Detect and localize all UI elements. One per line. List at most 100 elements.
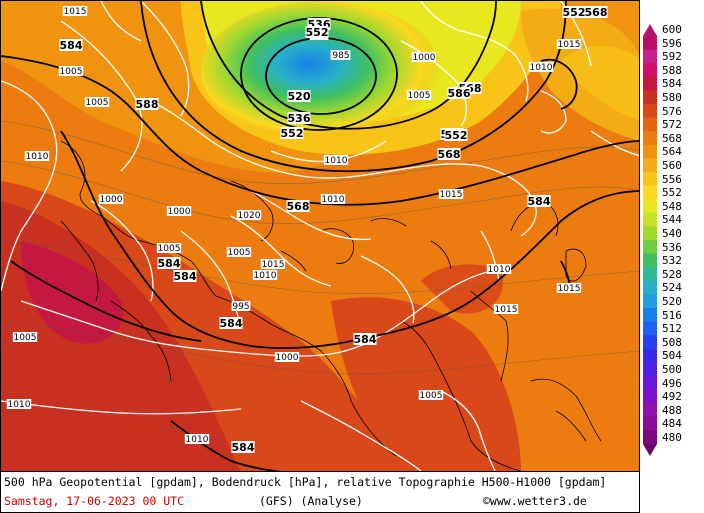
map-caption: 500 hPa Geopotential [gpdam], Bodendruck… bbox=[0, 472, 640, 513]
geopotential-label-background bbox=[287, 112, 311, 124]
pressure-label: 1010 bbox=[26, 152, 49, 162]
scale-label: 524 bbox=[662, 281, 682, 295]
geopotential-label-background bbox=[584, 6, 608, 18]
geopotential-label: 584 bbox=[528, 195, 551, 208]
scale-label: 488 bbox=[662, 403, 682, 417]
geopotential-label: 584 bbox=[354, 333, 377, 346]
pressure-label-background bbox=[24, 151, 50, 161]
scale-swatch bbox=[643, 430, 657, 445]
scale-label: 536 bbox=[662, 240, 682, 254]
pressure-label-background bbox=[438, 189, 464, 199]
scale-label: 480 bbox=[662, 431, 682, 444]
scale-swatch bbox=[643, 240, 657, 255]
scale-label: 496 bbox=[662, 376, 682, 390]
scale-swatch bbox=[643, 294, 657, 309]
map-panel: 1015100510001010995102098599010151005101… bbox=[0, 0, 640, 472]
pressure-label-background bbox=[98, 194, 124, 204]
scale-swatch bbox=[643, 63, 657, 78]
geopotential-label-background bbox=[231, 441, 255, 453]
scale-label: 560 bbox=[662, 159, 682, 172]
scale-label: 588 bbox=[662, 63, 682, 77]
pressure-label-background bbox=[236, 210, 262, 220]
scale-swatch bbox=[643, 376, 657, 391]
pressure-label-background bbox=[62, 6, 88, 16]
scale-label: 576 bbox=[662, 104, 682, 118]
geopotential-label-background bbox=[59, 39, 83, 51]
scale-label: 592 bbox=[662, 50, 682, 64]
geopotential-label: 552 bbox=[563, 6, 586, 19]
geopotential-label-background bbox=[353, 333, 377, 345]
pressure-label: 1015 bbox=[495, 305, 518, 315]
pressure-label: 1005 bbox=[228, 248, 251, 258]
pressure-label: 1015 bbox=[558, 40, 581, 50]
scale-swatch bbox=[643, 362, 657, 377]
pressure-label: 1000 bbox=[168, 207, 191, 217]
geopotential-label-background bbox=[280, 127, 304, 139]
pressure-label-background bbox=[320, 194, 346, 204]
pressure-label-background bbox=[528, 62, 554, 72]
scale-swatch bbox=[643, 308, 657, 323]
caption-credit: ©www.wetter3.de bbox=[483, 494, 587, 508]
pressure-label: 1005 bbox=[408, 91, 431, 101]
scale-swatch bbox=[643, 403, 657, 418]
scale-swatch bbox=[643, 185, 657, 200]
scale-swatch bbox=[643, 199, 657, 214]
scale-swatch bbox=[643, 158, 657, 173]
geopotential-label-background bbox=[562, 6, 586, 18]
geopotential-label: 520 bbox=[288, 90, 311, 103]
scale-label: 584 bbox=[662, 77, 682, 91]
geopotential-label: 584 bbox=[232, 441, 255, 454]
geopotential-label-background bbox=[444, 129, 468, 141]
scale-swatch bbox=[643, 90, 657, 105]
geopotential-label: 584 bbox=[60, 39, 83, 52]
geopotential-label-background bbox=[437, 148, 461, 160]
pressure-label-background bbox=[493, 304, 519, 314]
scale-swatch bbox=[643, 144, 657, 159]
pressure-label-background bbox=[556, 39, 582, 49]
pressure-label-background bbox=[274, 352, 300, 362]
geopotential-label-background bbox=[527, 195, 551, 207]
color-scale-bar bbox=[643, 24, 657, 456]
pressure-label-background bbox=[166, 206, 192, 216]
pressure-label: 1000 bbox=[100, 195, 123, 205]
pressure-label: 1010 bbox=[488, 265, 511, 275]
pressure-label-background bbox=[486, 264, 512, 274]
pressure-label-background bbox=[260, 259, 286, 269]
scale-label: 512 bbox=[662, 322, 682, 336]
scale-label: 508 bbox=[662, 335, 682, 349]
geopotential-label: 586 bbox=[448, 87, 471, 100]
pressure-label: 1010 bbox=[254, 271, 277, 281]
geopotential-label: 568 bbox=[585, 6, 608, 19]
weather-map: 1015100510001010995102098599010151005101… bbox=[1, 1, 639, 471]
pressure-label: 1015 bbox=[558, 284, 581, 294]
pressure-label-background bbox=[184, 434, 210, 444]
pressure-label: 995 bbox=[232, 302, 249, 312]
pressure-label: 1000 bbox=[276, 353, 299, 363]
scale-label: 500 bbox=[662, 363, 682, 376]
pressure-label: 1010 bbox=[325, 156, 348, 166]
scale-swatch bbox=[643, 226, 657, 241]
pressure-label: 1005 bbox=[60, 67, 83, 77]
caption-date: Samstag, 17-06-2023 00 UTC bbox=[4, 494, 185, 508]
scale-label: 552 bbox=[662, 186, 682, 200]
scale-swatch bbox=[643, 416, 657, 431]
pressure-label-background bbox=[6, 399, 32, 409]
pressure-label-background bbox=[84, 97, 110, 107]
pressure-label-background bbox=[406, 90, 432, 100]
pressure-label-background bbox=[331, 50, 351, 60]
pressure-label: 1015 bbox=[440, 190, 463, 200]
height-label-group: 5365525205365525685685525525685685845845… bbox=[59, 6, 608, 454]
geopotential-label: 584 bbox=[158, 257, 181, 270]
color-scale-labels: 600 596 592 588 584 580 576 572 568 564 560 556 552 5… bbox=[662, 24, 704, 456]
pressure-label: 1010 bbox=[186, 435, 209, 445]
caption-description: 500 hPa Geopotential [gpdam], Bodendruck… bbox=[4, 475, 607, 489]
scale-swatch bbox=[643, 76, 657, 91]
scale-bottom-arrow bbox=[643, 444, 657, 456]
pressure-label-background bbox=[323, 155, 349, 165]
scale-swatch bbox=[643, 280, 657, 295]
relative-topography-contours bbox=[1, 120, 639, 375]
pressure-label: 1005 bbox=[158, 244, 181, 254]
pressure-label: 1010 bbox=[530, 63, 553, 73]
geopotential-label: 584 bbox=[174, 270, 197, 283]
scale-label: 532 bbox=[662, 254, 682, 268]
